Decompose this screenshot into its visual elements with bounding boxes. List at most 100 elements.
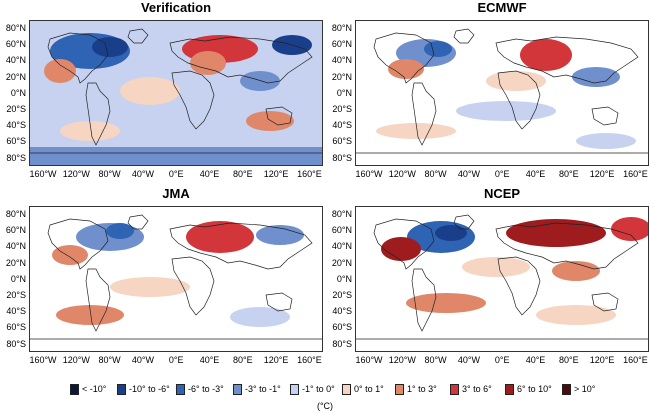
longitude-tick-label: 160°E (297, 169, 322, 179)
coastline (85, 82, 111, 146)
latitude-tick-label: 40°N (331, 55, 352, 66)
legend-item: 6° to 10° (505, 382, 552, 396)
latitude-tick-label: 60°S (6, 136, 26, 147)
latitude-tick-label: 20°N (5, 71, 26, 82)
anomaly-region (92, 37, 128, 57)
longitude-tick-label: 40°E (525, 169, 546, 179)
anomaly-region (110, 277, 190, 297)
map-svg (356, 207, 648, 351)
coastline (411, 82, 437, 146)
legend-label: > 10° (574, 384, 596, 394)
longitude-tick-label: 80°E (558, 169, 579, 179)
anomaly-region (186, 221, 254, 253)
coastline (169, 36, 313, 84)
latitude-tick-label: 20°N (5, 257, 26, 268)
legend-swatch (290, 383, 299, 395)
panel-title: JMA (162, 186, 190, 201)
longitude-tick-label: 80°E (232, 355, 253, 365)
anomaly-region (506, 219, 606, 247)
latitude-tick-label: 40°S (332, 306, 352, 317)
coastline (453, 214, 475, 230)
legend-item: > 10° (562, 382, 595, 396)
coastline (495, 222, 639, 270)
map-svg (30, 207, 322, 351)
unit-label: (°C) (316, 401, 334, 411)
longitude-tick-label: 80°E (558, 355, 579, 365)
latitude-tick-label: 40°N (5, 241, 26, 252)
latitude-tick-label: 60°N (331, 225, 352, 236)
legend-swatch (70, 383, 79, 395)
legend-item: 0° to 1° (342, 382, 384, 396)
latitude-tick-label: 80°S (332, 152, 352, 163)
longitude-tick-label: 120°E (263, 169, 289, 179)
latitude-tick-label: 80°N (5, 23, 26, 33)
latitude-tick-label: 20°S (6, 290, 26, 300)
temperature-anomaly-map (29, 206, 323, 352)
panel-title: Verification (140, 0, 212, 15)
legend-item: -10° to -6° (117, 382, 170, 396)
longitude-tick-label: 160°W (29, 355, 57, 365)
anomaly-region (520, 39, 572, 71)
anomaly-region (462, 257, 530, 277)
anomaly-region (388, 59, 424, 79)
latitude-tick-label: 80°S (6, 338, 26, 349)
legend-label: -3° to -1° (245, 384, 281, 394)
temperature-anomaly-map (29, 20, 323, 166)
legend-label: -10° to -6° (129, 384, 170, 394)
legend-swatch (342, 383, 351, 395)
legend-swatch (395, 383, 404, 395)
longitude-tick-label: 160°E (623, 355, 648, 365)
legend-label: < -10° (82, 384, 107, 394)
latitude-tick-label: 40°N (331, 241, 352, 252)
latitude-tick-label: 40°S (332, 120, 352, 131)
coastline (497, 70, 541, 130)
latitude-tick-label: 20°S (332, 290, 352, 300)
map-svg (356, 21, 648, 165)
latitude-tick-label: 20°S (332, 104, 352, 114)
coastline (453, 28, 475, 44)
legend-label: 1° to 3° (407, 384, 437, 394)
anomaly-region (435, 225, 467, 241)
panel-title: NCEP (483, 186, 521, 201)
anomaly-region (381, 237, 421, 261)
longitude-tick-label: 0°E (168, 169, 184, 179)
anomaly-region (406, 293, 486, 313)
longitude-tick-label: 80°W (98, 169, 121, 179)
legend-swatch (450, 383, 459, 395)
latitude-tick-label: 40°N (5, 55, 26, 66)
longitude-tick-label: 120°E (589, 355, 615, 365)
longitude-tick-label: 160°E (623, 169, 648, 179)
anomaly-region (611, 217, 648, 241)
latitude-tick-label: 80°N (331, 209, 352, 219)
anomaly-region (190, 51, 226, 75)
latitude-tick-label: 80°S (332, 338, 352, 349)
anomaly-region (572, 67, 620, 87)
latitude-tick-label: 60°N (5, 225, 26, 236)
coastline (265, 292, 293, 312)
panel-jma: JMA 80°N 60°N 40°N 20°N 0°N 20°S 40°S 60°S 80°S 1… (6, 186, 323, 365)
longitude-tick-label: 40°E (525, 355, 546, 365)
coastline (373, 218, 435, 270)
anomaly-region (552, 261, 600, 281)
longitude-tick-label: 40°W (457, 355, 480, 365)
longitude-tick-label: 0°E (168, 355, 184, 365)
anomaly-region (376, 123, 456, 139)
legend-label: -1° to 0° (302, 384, 335, 394)
longitude-tick-label: 80°W (98, 355, 121, 365)
longitude-tick-label: 40°E (199, 355, 220, 365)
legend-item: 3° to 6° (450, 382, 492, 396)
latitude-tick-label: 0°N (336, 87, 352, 98)
coastline (373, 32, 435, 84)
latitude-tick-label: 80°S (6, 152, 26, 163)
anomaly-region (576, 133, 636, 149)
legend-swatch (562, 383, 571, 395)
anomaly-region (486, 71, 546, 91)
longitude-tick-label: 40°W (131, 169, 154, 179)
legend-swatch (117, 383, 126, 395)
anomaly-region (246, 111, 294, 131)
legend-item: < -10° (70, 382, 106, 396)
legend-label: 0° to 1° (354, 384, 384, 394)
longitude-tick-label: 120°W (62, 355, 90, 365)
legend-item: 1° to 3° (395, 382, 437, 396)
longitude-tick-label: 120°E (263, 355, 289, 365)
